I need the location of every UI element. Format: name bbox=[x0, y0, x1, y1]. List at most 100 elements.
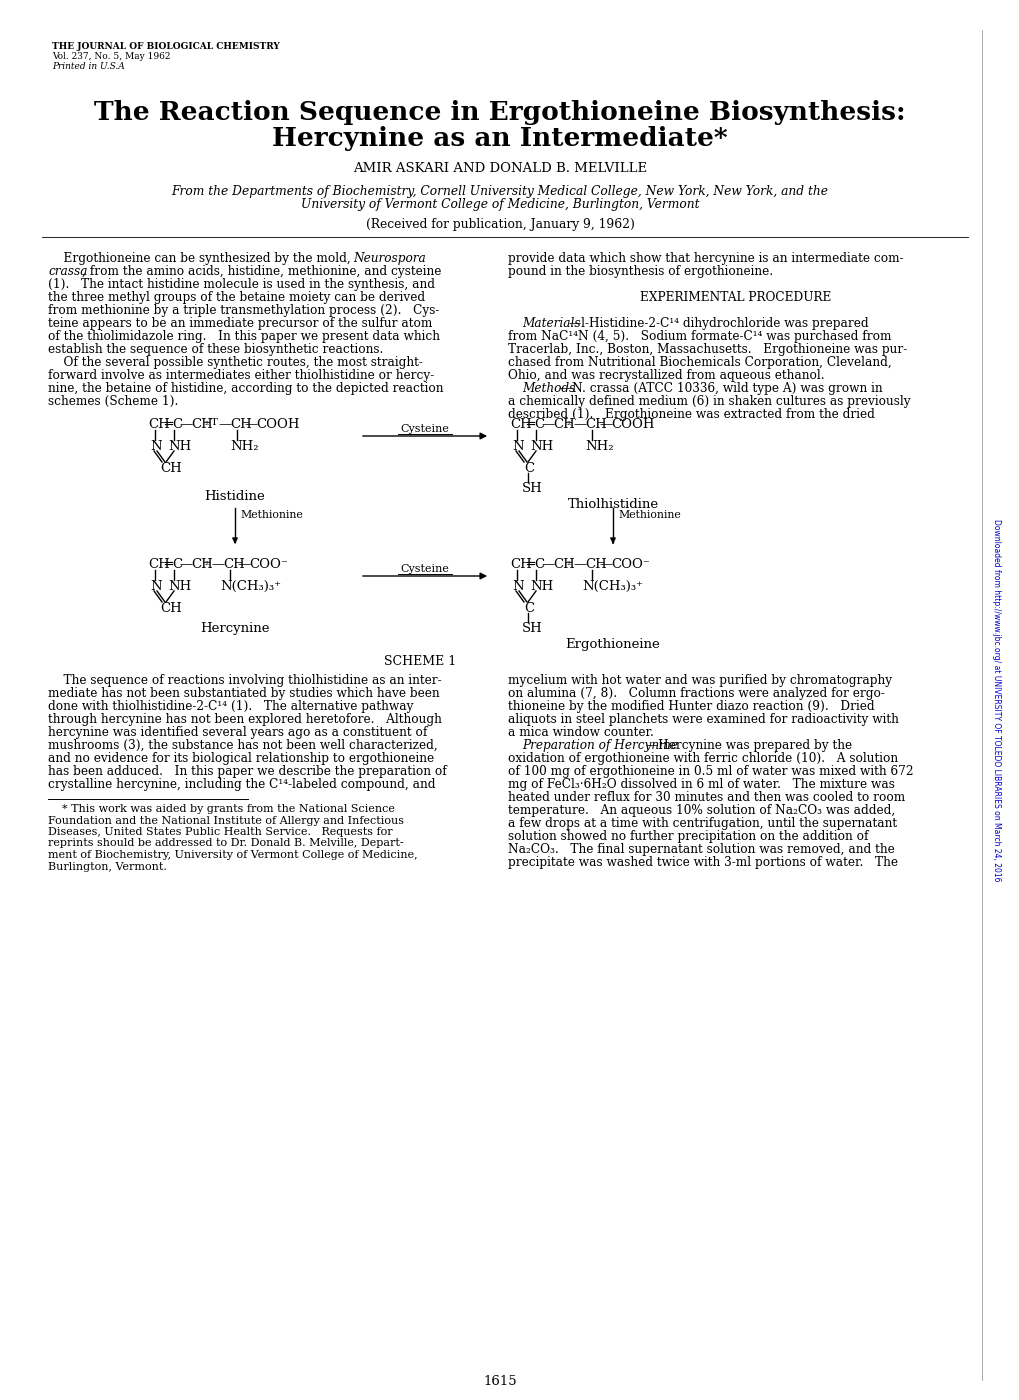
Text: University of Vermont College of Medicine, Burlington, Vermont: University of Vermont College of Medicin… bbox=[301, 197, 699, 211]
Text: of the thiolimidazole ring.   In this paper we present data which: of the thiolimidazole ring. In this pape… bbox=[48, 330, 439, 343]
Text: ment of Biochemistry, University of Vermont College of Medicine,: ment of Biochemistry, University of Verm… bbox=[48, 850, 417, 860]
Text: temperature.   An aqueous 10% solution of Na₂CO₃ was added,: temperature. An aqueous 10% solution of … bbox=[507, 804, 895, 818]
Text: reprints should be addressed to Dr. Donald B. Melville, Depart-: reprints should be addressed to Dr. Dona… bbox=[48, 839, 404, 848]
Text: NH₂: NH₂ bbox=[585, 440, 613, 454]
Text: from NaC¹⁴N (4, 5).   Sodium formate-C¹⁴ was purchased from: from NaC¹⁴N (4, 5). Sodium formate-C¹⁴ w… bbox=[507, 330, 891, 343]
Text: T: T bbox=[211, 419, 218, 427]
Text: the three methyl groups of the betaine moiety can be derived: the three methyl groups of the betaine m… bbox=[48, 291, 425, 304]
Text: —: — bbox=[540, 419, 553, 431]
Text: SH: SH bbox=[522, 482, 542, 496]
Text: C: C bbox=[172, 419, 182, 431]
Text: ═: ═ bbox=[526, 419, 534, 431]
Text: AMIR ASKARI AND DONALD B. MELVILLE: AMIR ASKARI AND DONALD B. MELVILLE bbox=[353, 162, 646, 175]
Text: SH: SH bbox=[522, 622, 542, 636]
Text: N: N bbox=[512, 440, 523, 454]
Text: COOH: COOH bbox=[256, 419, 300, 431]
Text: Methionine: Methionine bbox=[239, 510, 303, 519]
Text: mycelium with hot water and was purified by chromatography: mycelium with hot water and was purified… bbox=[507, 673, 892, 687]
Text: THE JOURNAL OF BIOLOGICAL CHEMISTRY: THE JOURNAL OF BIOLOGICAL CHEMISTRY bbox=[52, 42, 279, 50]
Text: done with thiolhistidine-2-C¹⁴ (1).   The alternative pathway: done with thiolhistidine-2-C¹⁴ (1). The … bbox=[48, 700, 413, 713]
Text: C: C bbox=[172, 559, 182, 571]
Text: establish the sequence of these biosynthetic reactions.: establish the sequence of these biosynth… bbox=[48, 343, 383, 356]
Text: CH: CH bbox=[585, 419, 606, 431]
Text: ═: ═ bbox=[526, 559, 534, 571]
Text: Ergothioneine can be synthesized by the mold,: Ergothioneine can be synthesized by the … bbox=[48, 252, 355, 265]
Text: CH: CH bbox=[552, 419, 574, 431]
Text: Cysteine: Cysteine bbox=[400, 564, 449, 574]
Text: N(CH₃)₃⁺: N(CH₃)₃⁺ bbox=[220, 580, 280, 594]
Text: Ohio, and was recrystallized from aqueous ethanol.: Ohio, and was recrystallized from aqueou… bbox=[507, 370, 823, 382]
Text: —: — bbox=[598, 419, 611, 431]
Text: Tracerlab, Inc., Boston, Massachusetts.   Ergothioneine was pur-: Tracerlab, Inc., Boston, Massachusetts. … bbox=[507, 343, 906, 356]
Text: N: N bbox=[150, 580, 161, 594]
Text: , from the amino acids, histidine, methionine, and cysteine: , from the amino acids, histidine, methi… bbox=[82, 265, 441, 279]
Text: CH: CH bbox=[148, 559, 169, 571]
Text: on alumina (7, 8).   Column fractions were analyzed for ergo-: on alumina (7, 8). Column fractions were… bbox=[507, 687, 884, 700]
Text: N: N bbox=[150, 440, 161, 454]
Text: ₂: ₂ bbox=[205, 419, 209, 427]
Text: chased from Nutritional Biochemicals Corporation, Cleveland,: chased from Nutritional Biochemicals Cor… bbox=[507, 356, 891, 370]
Text: nine, the betaine of histidine, according to the depicted reaction: nine, the betaine of histidine, accordin… bbox=[48, 382, 443, 395]
Text: NH: NH bbox=[530, 580, 552, 594]
Text: Histidine: Histidine bbox=[205, 490, 265, 503]
Text: ═: ═ bbox=[164, 419, 172, 431]
Text: * This work was aided by grants from the National Science: * This work was aided by grants from the… bbox=[48, 804, 394, 813]
Text: —: — bbox=[598, 559, 611, 571]
Text: Na₂CO₃.   The final supernatant solution was removed, and the: Na₂CO₃. The final supernatant solution w… bbox=[507, 843, 894, 855]
Text: pound in the biosynthesis of ergothioneine.: pound in the biosynthesis of ergothionei… bbox=[507, 265, 772, 279]
Text: Preparation of Hercynine: Preparation of Hercynine bbox=[522, 739, 678, 752]
Text: N: N bbox=[512, 580, 523, 594]
Text: CH: CH bbox=[160, 462, 181, 475]
Text: The Reaction Sequence in Ergothioneine Biosynthesis:: The Reaction Sequence in Ergothioneine B… bbox=[94, 99, 905, 125]
Text: thioneine by the modified Hunter diazo reaction (9).   Dried: thioneine by the modified Hunter diazo r… bbox=[507, 700, 873, 713]
Text: ═: ═ bbox=[164, 559, 172, 571]
Text: a few drops at a time with centrifugation, until the supernatant: a few drops at a time with centrifugatio… bbox=[507, 818, 897, 830]
Text: solution showed no further precipitation on the addition of: solution showed no further precipitation… bbox=[507, 830, 867, 843]
Text: precipitate was washed twice with 3-ml portions of water.   The: precipitate was washed twice with 3-ml p… bbox=[507, 855, 897, 869]
Text: Vol. 237, No. 5, May 1962: Vol. 237, No. 5, May 1962 bbox=[52, 52, 170, 62]
Text: C: C bbox=[534, 419, 543, 431]
Text: mediate has not been substantiated by studies which have been: mediate has not been substantiated by st… bbox=[48, 687, 439, 700]
Text: Neurospora: Neurospora bbox=[353, 252, 425, 265]
Text: schemes (Scheme 1).: schemes (Scheme 1). bbox=[48, 395, 178, 407]
Text: —: — bbox=[540, 559, 553, 571]
Text: crystalline hercynine, including the C¹⁴-labeled compound, and: crystalline hercynine, including the C¹⁴… bbox=[48, 778, 435, 791]
Text: Ergothioneine: Ergothioneine bbox=[566, 638, 659, 651]
Text: crassa: crassa bbox=[48, 265, 88, 279]
Text: CH: CH bbox=[510, 419, 531, 431]
Text: 1615: 1615 bbox=[483, 1375, 517, 1387]
Text: COOH: COOH bbox=[610, 419, 654, 431]
Text: —: — bbox=[236, 559, 250, 571]
Text: NH: NH bbox=[530, 440, 552, 454]
Text: Hercynine: Hercynine bbox=[200, 622, 269, 636]
Text: CH: CH bbox=[585, 559, 606, 571]
Text: CH: CH bbox=[552, 559, 574, 571]
Text: The sequence of reactions involving thiolhistidine as an inter-: The sequence of reactions involving thio… bbox=[48, 673, 441, 687]
Text: Burlington, Vermont.: Burlington, Vermont. bbox=[48, 861, 167, 871]
Text: COO⁻: COO⁻ bbox=[610, 559, 649, 571]
Text: Of the several possible synthetic routes, the most straight-: Of the several possible synthetic routes… bbox=[48, 356, 423, 370]
Text: (Received for publication, January 9, 1962): (Received for publication, January 9, 19… bbox=[365, 218, 634, 231]
Text: mushrooms (3), the substance has not been well characterized,: mushrooms (3), the substance has not bee… bbox=[48, 739, 437, 752]
Text: Diseases, United States Public Health Service.   Requests for: Diseases, United States Public Health Se… bbox=[48, 827, 392, 837]
Text: CH: CH bbox=[148, 419, 169, 431]
Text: —: — bbox=[218, 419, 231, 431]
Text: NH₂: NH₂ bbox=[229, 440, 259, 454]
Text: Downloaded from http://www.jbc.org/ at UNIVERSITY OF TOLEDO LIBRARIES on March 2: Downloaded from http://www.jbc.org/ at U… bbox=[991, 519, 1001, 881]
Text: from methionine by a triple transmethylation process (2).   Cys-: from methionine by a triple transmethyla… bbox=[48, 304, 439, 316]
Text: and no evidence for its biological relationship to ergothioneine: and no evidence for its biological relat… bbox=[48, 752, 434, 764]
Text: Methionine: Methionine bbox=[618, 510, 680, 519]
Text: —: — bbox=[178, 559, 192, 571]
Text: N(CH₃)₃⁺: N(CH₃)₃⁺ bbox=[582, 580, 642, 594]
Text: Foundation and the National Institute of Allergy and Infectious: Foundation and the National Institute of… bbox=[48, 815, 404, 826]
Text: ₂: ₂ bbox=[567, 419, 571, 427]
Text: CH: CH bbox=[223, 559, 245, 571]
Text: provide data which show that hercynine is an intermediate com-: provide data which show that hercynine i… bbox=[507, 252, 903, 265]
Text: heated under reflux for 30 minutes and then was cooled to room: heated under reflux for 30 minutes and t… bbox=[507, 791, 905, 804]
Text: CH: CH bbox=[191, 419, 213, 431]
Text: NH: NH bbox=[168, 580, 192, 594]
Text: —: — bbox=[178, 419, 192, 431]
Text: C: C bbox=[534, 559, 543, 571]
Text: mg of FeCl₃·6H₂O dissolved in 6 ml of water.   The mixture was: mg of FeCl₃·6H₂O dissolved in 6 ml of wa… bbox=[507, 778, 894, 791]
Text: —: — bbox=[573, 559, 586, 571]
